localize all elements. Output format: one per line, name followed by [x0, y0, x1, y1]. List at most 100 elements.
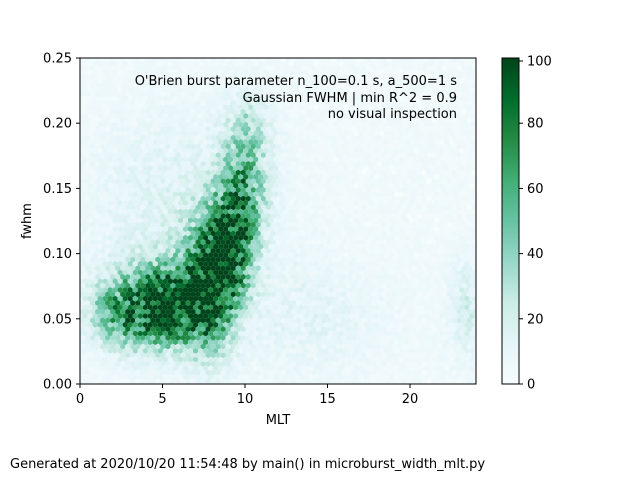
hexbin-cell — [308, 121, 314, 128]
hexbin-cell — [120, 126, 126, 132]
hexbin-cell — [306, 117, 312, 124]
hexbin-cell — [280, 108, 286, 115]
hexbin-cell — [165, 108, 171, 115]
hexbin-cell — [90, 82, 96, 89]
hexbin-cell — [331, 134, 337, 141]
hexbin-cell — [115, 143, 121, 150]
hexbin-cell — [313, 121, 319, 128]
hexbin-cell — [316, 108, 322, 115]
hexbin-cell — [225, 58, 231, 63]
hexbin-cell — [95, 143, 101, 150]
hexbin-cell — [75, 291, 80, 297]
hexbin-cell — [137, 69, 143, 76]
hexbin-cell — [358, 95, 364, 102]
hexbin-cell — [273, 87, 279, 93]
hexbin-cell — [323, 104, 329, 111]
hexbin-cell — [233, 121, 239, 128]
hexbin-cell — [298, 130, 304, 137]
hexbin-cell — [293, 52, 298, 58]
hexbin-cell — [358, 60, 364, 67]
hexbin-cell — [403, 130, 409, 137]
hexbin-cell — [243, 60, 249, 67]
hexbin-cell — [140, 58, 146, 63]
hexbin-cell — [270, 82, 276, 89]
hexbin-cell — [90, 65, 96, 72]
hexbin-cell — [295, 134, 302, 141]
hexbin-cell — [426, 65, 432, 72]
hexbin-cell — [218, 78, 224, 85]
hexbin-cell — [265, 91, 271, 98]
hexbin-cell — [198, 87, 204, 93]
hexbin-cell — [190, 65, 196, 72]
hexbin-cell — [263, 60, 269, 67]
hexbin-cell — [371, 126, 377, 132]
hexbin-cell — [451, 73, 457, 80]
hexbin-cell — [374, 52, 379, 58]
hexbin-cell — [147, 121, 153, 128]
hexbin-cell — [278, 121, 284, 128]
hexbin-cell — [243, 95, 249, 102]
hexbin-cell — [152, 139, 158, 145]
hexbin-cell — [301, 100, 307, 106]
hexbin-cell — [92, 69, 98, 76]
hexbin-cell — [333, 113, 339, 119]
hexbin-cell — [135, 126, 141, 132]
hexbin-cell — [268, 87, 274, 93]
hexbin-cell — [75, 178, 80, 184]
hexbin-cell — [240, 108, 246, 115]
hexbin-cell — [454, 95, 460, 102]
hexbin-cell — [353, 60, 359, 67]
hexbin-cell — [250, 65, 256, 72]
hexbin-cell — [103, 52, 108, 58]
hexbin-cell — [235, 100, 241, 106]
hexbin-cell — [165, 91, 171, 98]
hexbin-cell — [434, 52, 439, 58]
hexbin-cell — [348, 139, 354, 145]
hexbin-cell — [477, 170, 482, 176]
hexbin-cell — [185, 126, 191, 132]
hexbin-cell — [388, 95, 394, 102]
hexbin-cell — [263, 139, 269, 145]
hexbin-cell — [477, 248, 482, 254]
hexbin-cell — [461, 91, 467, 98]
hexbin-cell — [298, 139, 304, 145]
hexbin-cell — [346, 126, 352, 132]
hexbin-cell — [177, 121, 183, 128]
hexbin-cell — [268, 113, 274, 119]
hexbin-cell — [250, 58, 256, 63]
hexbin-cell — [429, 113, 435, 119]
hexbin-cell — [125, 134, 131, 141]
hexbin-cell — [180, 143, 186, 150]
hexbin-cell — [177, 69, 183, 76]
hexbin-cell — [265, 58, 271, 63]
hexbin-cell — [97, 60, 103, 67]
hexbin-cell — [318, 113, 324, 119]
hexbin-cell — [280, 117, 286, 124]
hexbin-cell — [288, 52, 293, 58]
hexbin-cell — [424, 60, 430, 67]
hexbin-cell — [270, 73, 276, 80]
hexbin-cell — [228, 69, 234, 76]
hexbin-cell — [248, 139, 254, 145]
hexbin-cell — [469, 130, 475, 137]
hexbin-cell — [383, 113, 389, 119]
hexbin-cell — [220, 108, 226, 115]
hexbin-cell — [368, 69, 374, 76]
hexbin-cell — [321, 91, 327, 98]
hexbin-cell — [316, 143, 322, 150]
hexbin-cell — [195, 58, 201, 63]
hexbin-cell — [72, 61, 77, 67]
hexbin-cell — [477, 100, 482, 106]
hexbin-cell — [469, 139, 475, 145]
hexbin-cell — [170, 143, 176, 150]
hexbin-cell — [477, 318, 482, 324]
hexbin-cell — [449, 121, 455, 128]
hexbin-cell — [140, 108, 146, 115]
hexbin-cell — [72, 278, 77, 284]
hexbin-cell — [353, 113, 359, 119]
hexbin-cell — [338, 121, 344, 128]
hexbin-cell — [147, 113, 153, 119]
hexbin-cell — [359, 52, 364, 58]
hexbin-cell — [135, 100, 141, 106]
hexbin-cell — [477, 135, 482, 141]
